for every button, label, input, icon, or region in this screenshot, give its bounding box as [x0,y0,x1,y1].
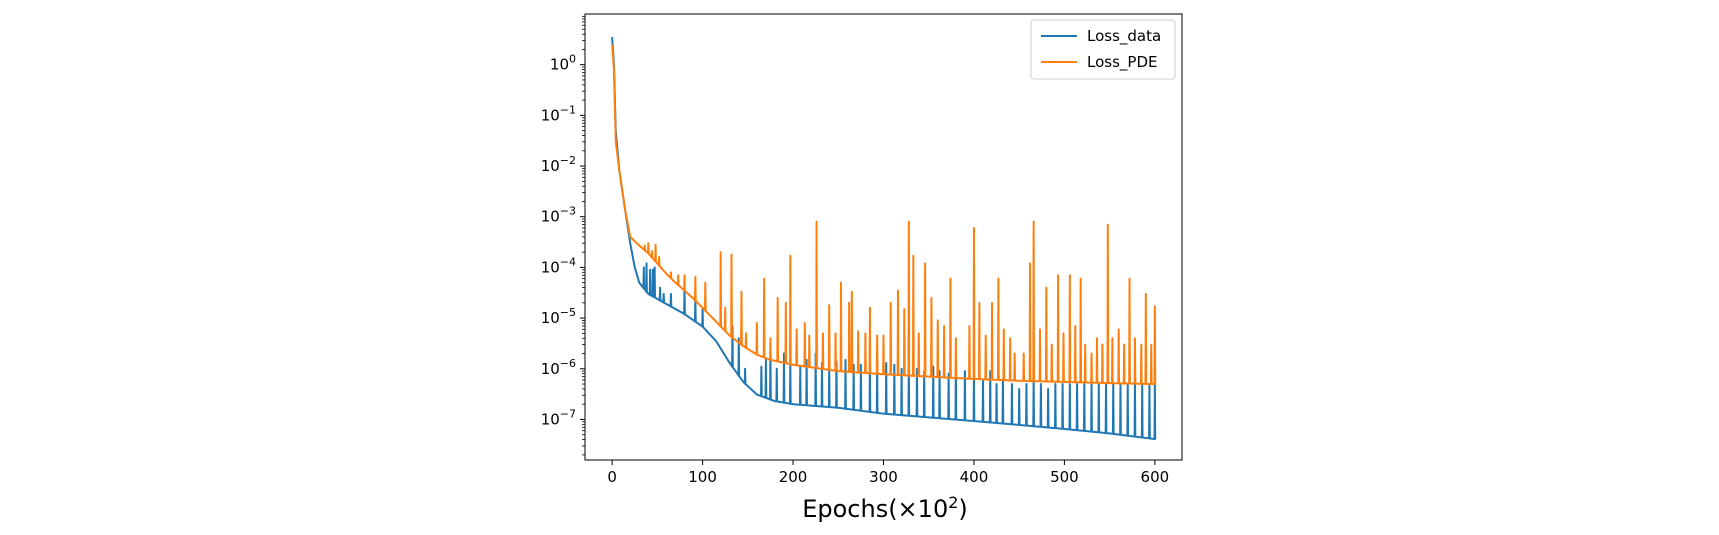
x-tick-label: 300 [869,468,898,486]
series-line-loss-pde [611,44,1157,386]
y-tick-label: 10−5 [541,306,576,327]
x-tick-label: 500 [1050,468,1079,486]
series-line-loss-data [611,37,1157,441]
y-tick-label: 100 [550,53,576,74]
x-tick-label: 100 [688,468,717,486]
legend-box [1030,19,1176,80]
axes-layer: 0 100 200 300 400 500 600 100 10−1 10−2 10−3 10−4 10… [541,13,1183,486]
x-tick-label: 400 [960,468,989,486]
y-tick-label: 10−1 [541,103,576,124]
x-axis-label: Epochs(×102) [802,493,968,523]
x-axis-label-exponent: 2 [948,493,958,512]
y-tick-label: 10−6 [541,357,576,378]
y-tick-label: 10−7 [541,407,576,428]
series-layer [611,37,1157,441]
legend-label: Loss_data [1087,27,1161,46]
x-tick-label: 600 [1141,468,1170,486]
y-tick-label: 10−3 [541,205,576,226]
y-tick-label: 10−2 [541,154,576,175]
x-tick-label: 200 [779,468,808,486]
x-tick-label: 0 [607,468,617,486]
legend: Loss_data Loss_PDE [1030,19,1176,80]
legend-label: Loss_PDE [1087,53,1157,72]
y-tick-label: 10−4 [541,255,576,276]
